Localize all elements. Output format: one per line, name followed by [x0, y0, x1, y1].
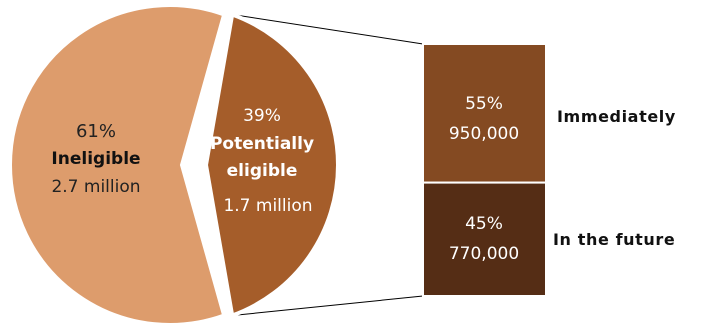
ineligible-name-label: Ineligible	[51, 149, 140, 169]
eligible-percent-label: 39%	[243, 106, 281, 126]
immediately-amount-label: 950,000	[449, 124, 519, 144]
bar-segment-immediately	[422, 43, 547, 184]
pie-slice-potentially-eligible	[203, 11, 340, 319]
immediately-percent-label: 55%	[465, 94, 503, 114]
connector-line-bottom	[232, 295, 424, 317]
future-category-label: In the future	[553, 230, 675, 249]
connector-line-top	[232, 13, 424, 45]
immediately-category-label: Immediately	[557, 107, 676, 126]
future-amount-label: 770,000	[449, 244, 519, 264]
ineligible-amount-label: 2.7 million	[51, 177, 140, 197]
eligible-name-label-line2: eligible	[227, 161, 298, 181]
eligible-amount-label: 1.7 million	[223, 196, 312, 216]
ineligible-percent-label: 61%	[76, 121, 116, 142]
pie-slice-ineligible	[8, 3, 227, 326]
future-percent-label: 45%	[465, 214, 503, 234]
bar-segment-in-the-future	[422, 181, 547, 298]
eligible-name-label-line1: Potentially	[210, 134, 314, 154]
